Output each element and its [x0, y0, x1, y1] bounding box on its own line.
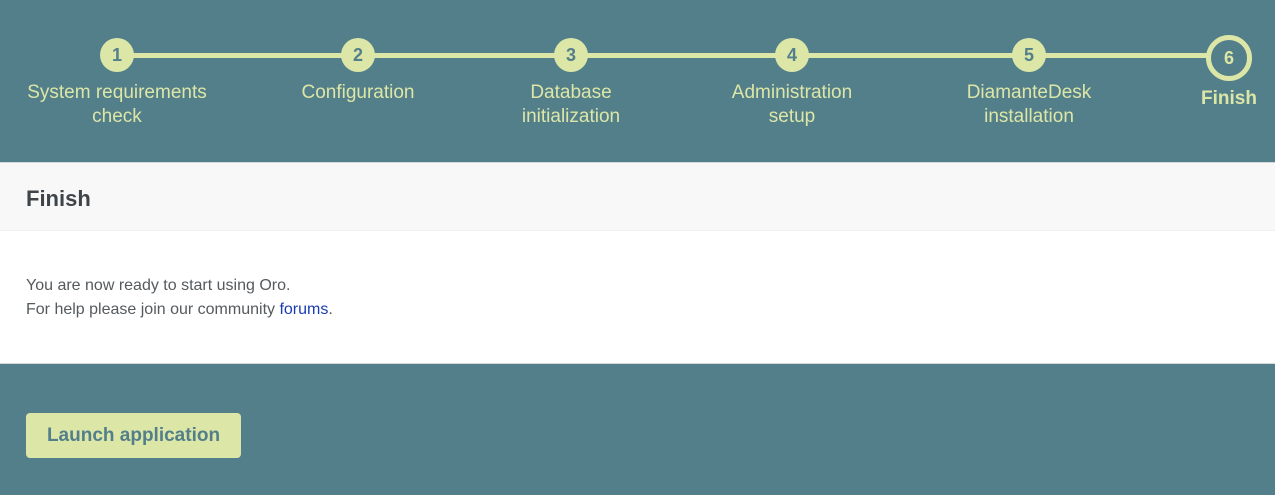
step-number-badge: 3 — [554, 38, 588, 72]
step-number-badge-current: 6 — [1206, 35, 1252, 81]
step-number-badge: 4 — [775, 38, 809, 72]
panel-body: You are now ready to start using Oro. Fo… — [26, 274, 333, 322]
step-number-badge: 2 — [341, 38, 375, 72]
step-number-badge: 5 — [1012, 38, 1046, 72]
installation-stepper: 1 System requirements check 2 Configurat… — [0, 0, 1275, 162]
launch-application-button[interactable]: Launch application — [26, 413, 241, 458]
step-label: Administration setup — [731, 82, 853, 127]
finish-panel: Finish You are now ready to start using … — [0, 162, 1275, 364]
page-title: Finish — [26, 186, 91, 211]
step-label: System requirements check — [27, 82, 207, 127]
step-label: Database initialization — [521, 82, 621, 127]
forums-link[interactable]: forums — [279, 301, 329, 318]
step-label-current: Finish — [1201, 88, 1257, 109]
ready-message: You are now ready to start using Oro. — [26, 277, 291, 294]
step-number-badge: 1 — [100, 38, 134, 72]
step-label: DiamanteDesk installation — [966, 82, 1092, 127]
panel-header — [0, 163, 1275, 231]
step-label: Configuration — [301, 82, 415, 103]
footer-bar: Launch application — [0, 364, 1275, 495]
stepper-track — [117, 53, 1225, 58]
help-message: For help please join our community forum… — [26, 301, 333, 318]
